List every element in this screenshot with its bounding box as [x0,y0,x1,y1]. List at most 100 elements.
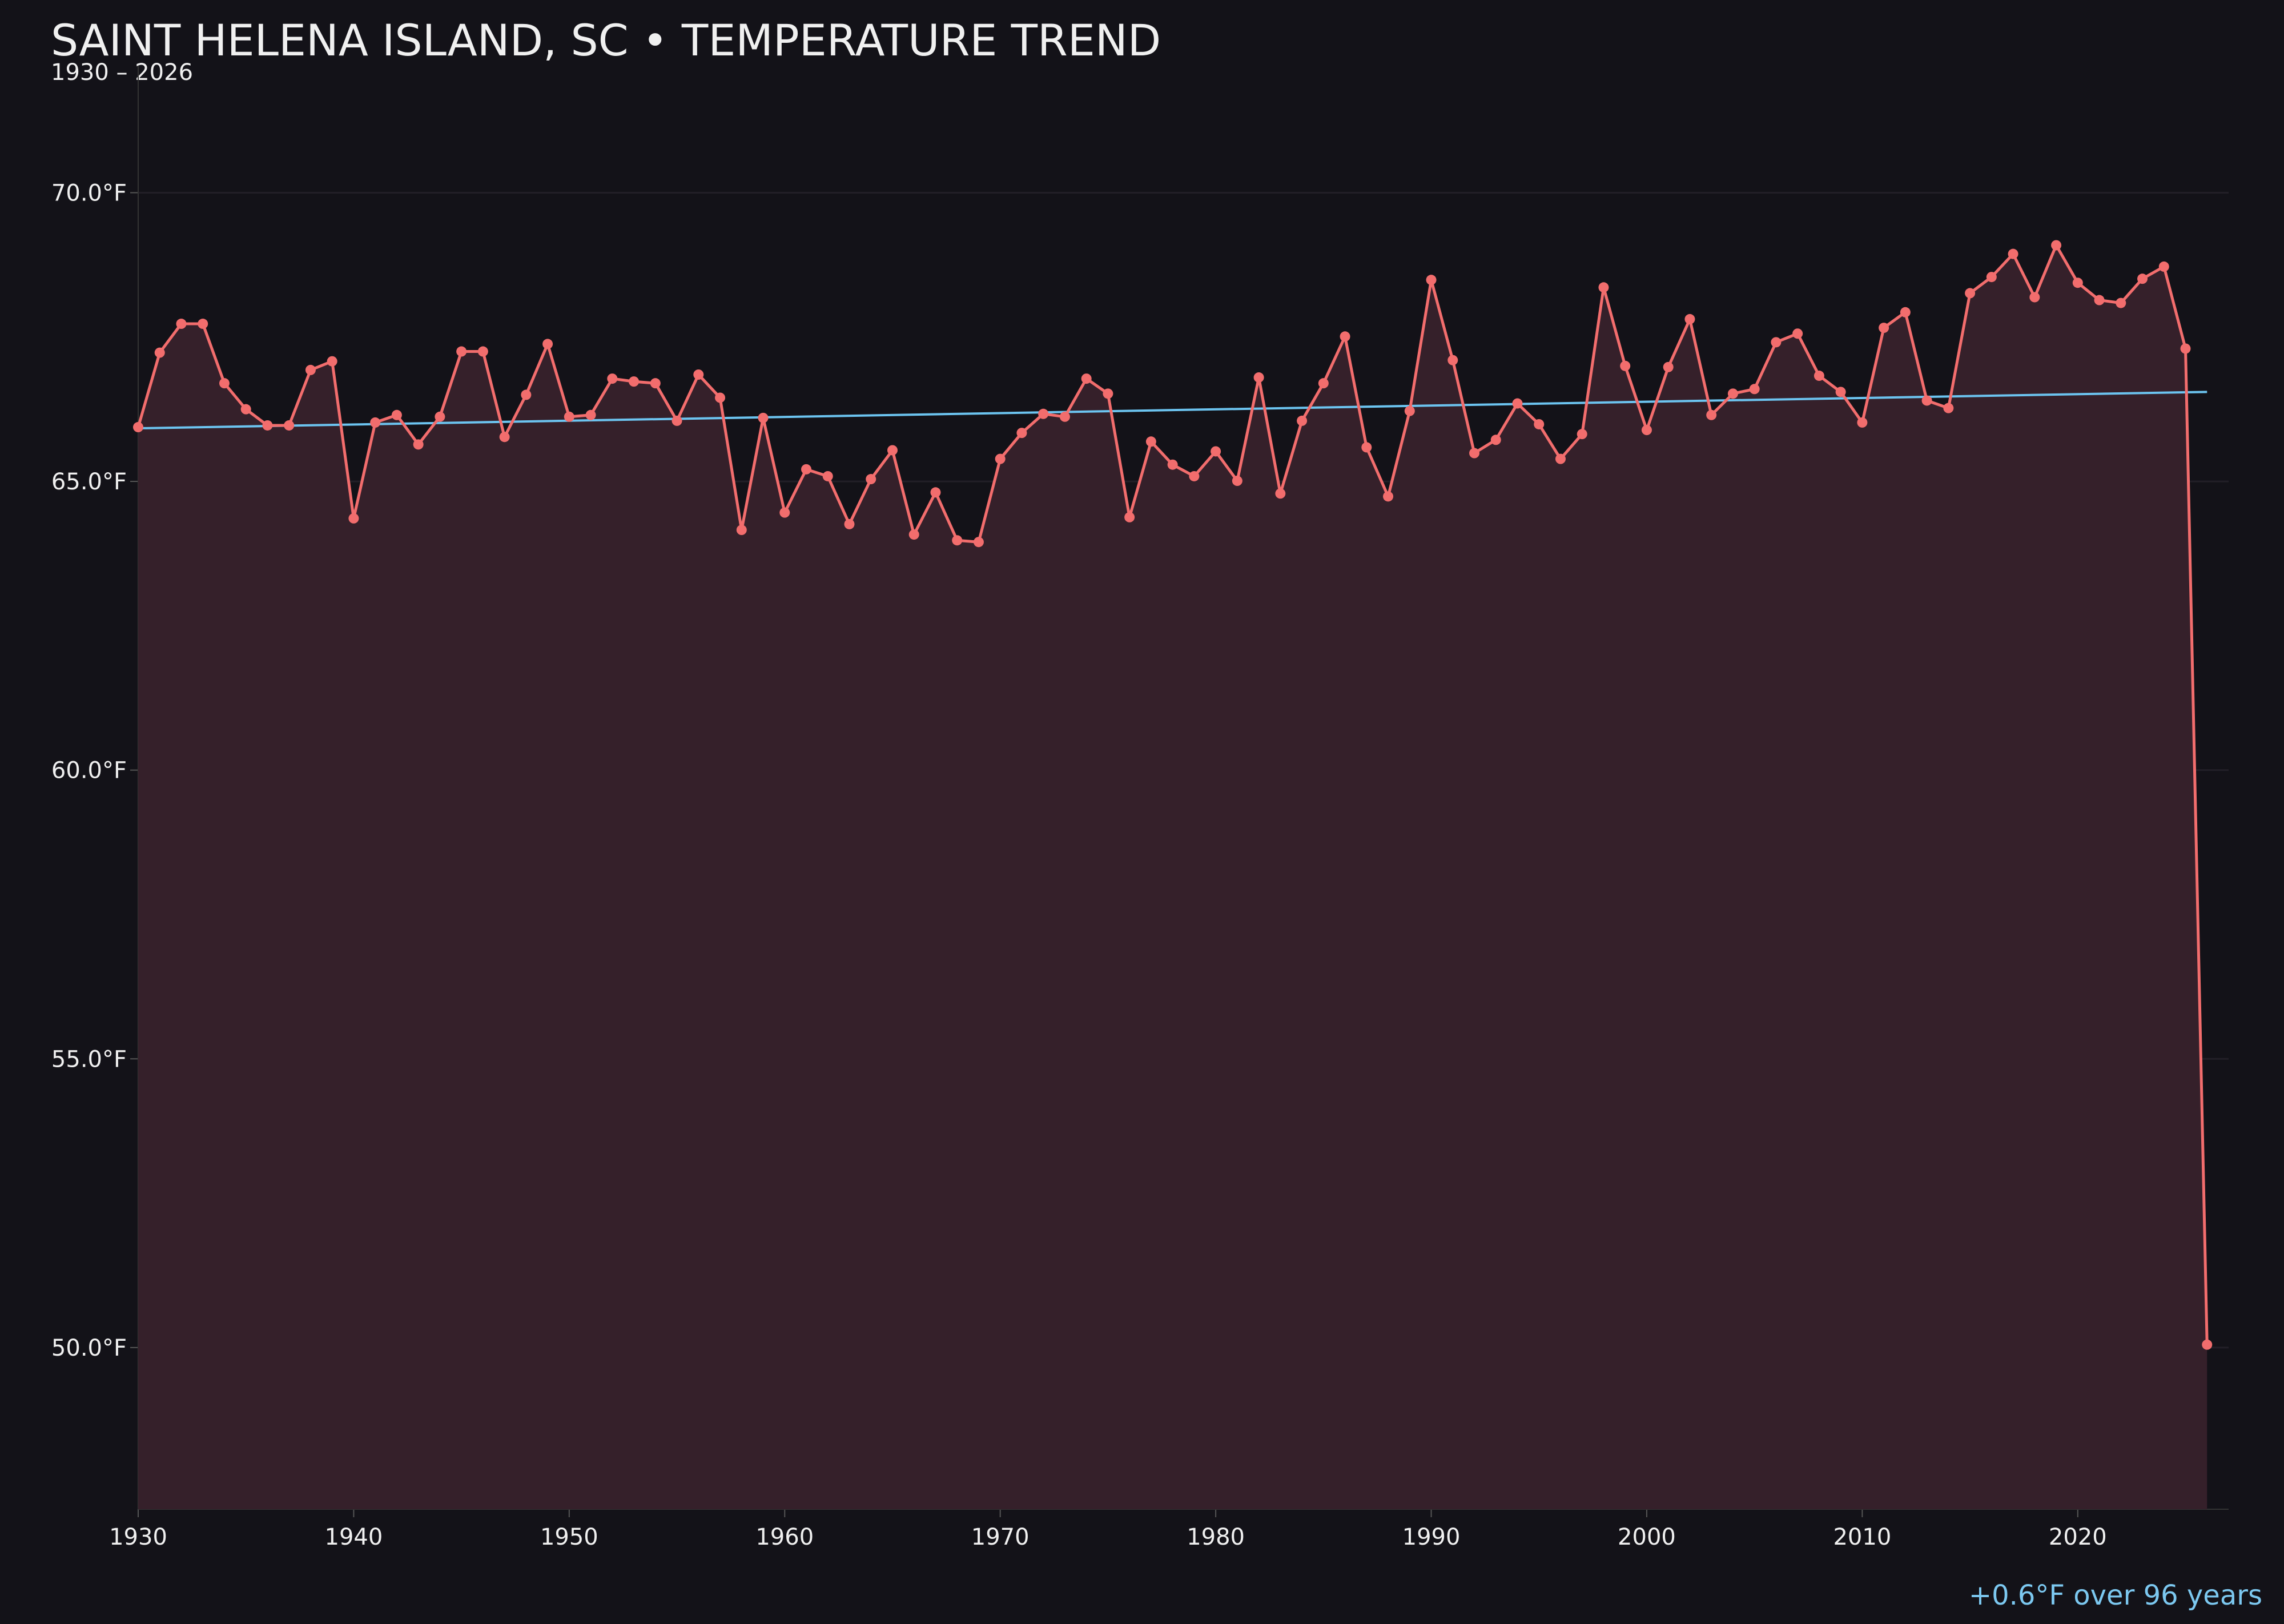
point [305,364,316,375]
point [2051,240,2062,251]
point [348,513,359,524]
point [1813,371,1824,381]
point [1340,331,1350,342]
point [1124,512,1135,522]
point [1275,488,1286,499]
point [671,415,682,426]
x-tick-label: 1930 [109,1524,167,1550]
point [1189,471,1200,481]
point [1749,384,1760,395]
point [240,404,251,415]
point [1577,429,1587,440]
y-tick-label: 60.0°F [51,758,127,784]
point [1211,446,1221,457]
point [607,373,618,384]
point [154,347,165,358]
point [2202,1339,2213,1350]
point [1835,387,1846,397]
point [499,432,510,443]
point [1145,436,1156,447]
point [2008,248,2018,259]
point [1555,453,1566,464]
x-tick-label: 2010 [1833,1524,1891,1550]
point [2158,261,2169,272]
x-tick-label: 1980 [1187,1524,1245,1550]
point [262,420,273,431]
chart-subtitle: 1930 – 2026 [51,59,193,86]
point [1706,409,1717,420]
y-tick-label: 70.0°F [51,180,127,206]
point [779,507,790,518]
point [1232,476,1242,487]
point [1684,313,1695,324]
point [693,369,704,380]
point [176,319,187,329]
point [736,525,747,536]
point [1426,275,1437,286]
x-tick-label: 1990 [1402,1524,1461,1550]
point [542,339,553,349]
point [1857,417,1868,428]
point [1965,288,1976,299]
point [1383,491,1394,502]
point [585,409,596,420]
point [650,378,661,389]
point [1447,355,1458,365]
point [1641,425,1652,436]
point [564,411,574,422]
x-tick-label: 1950 [540,1524,598,1550]
point [435,411,445,422]
point [327,356,337,367]
x-tick-label: 1960 [755,1524,814,1550]
point [1663,361,1674,372]
point [1038,408,1049,419]
point [952,535,963,546]
point [1469,448,1480,459]
point [1986,272,1997,283]
y-tick-label: 65.0°F [51,469,127,495]
point [1490,435,1501,445]
point [133,422,143,433]
point [1943,403,1954,413]
point [973,537,984,548]
point [822,471,833,481]
point [1727,388,1738,399]
point [521,389,532,400]
x-tick-label: 2020 [2049,1524,2107,1550]
point [715,392,726,403]
point [1512,398,1523,409]
point [758,412,769,423]
point [1103,388,1113,399]
point [370,417,381,428]
point [844,518,855,529]
point [1404,405,1415,416]
point [801,464,812,475]
point [995,453,1006,464]
point [2137,274,2148,284]
point [1297,415,1308,426]
point [1534,419,1545,429]
point [1792,328,1803,339]
trend-line [138,391,2207,430]
point [1081,373,1092,384]
point [284,420,295,431]
x-tick-label: 1940 [325,1524,383,1550]
y-tick-label: 55.0°F [51,1046,127,1072]
point [1361,442,1372,453]
point [1771,337,1782,348]
point [1253,372,1264,383]
point [1167,459,1178,470]
point [866,474,876,485]
point [1921,395,1932,406]
point [887,445,898,456]
point [219,378,230,389]
point [413,439,424,450]
x-tick-label: 2000 [1618,1524,1676,1550]
trend-annotation: +0.6°F over 96 years [1969,1579,2262,1611]
point [2029,292,2040,303]
point [1016,428,1027,439]
point [2180,343,2191,354]
point [1059,411,1070,422]
point [629,376,640,387]
